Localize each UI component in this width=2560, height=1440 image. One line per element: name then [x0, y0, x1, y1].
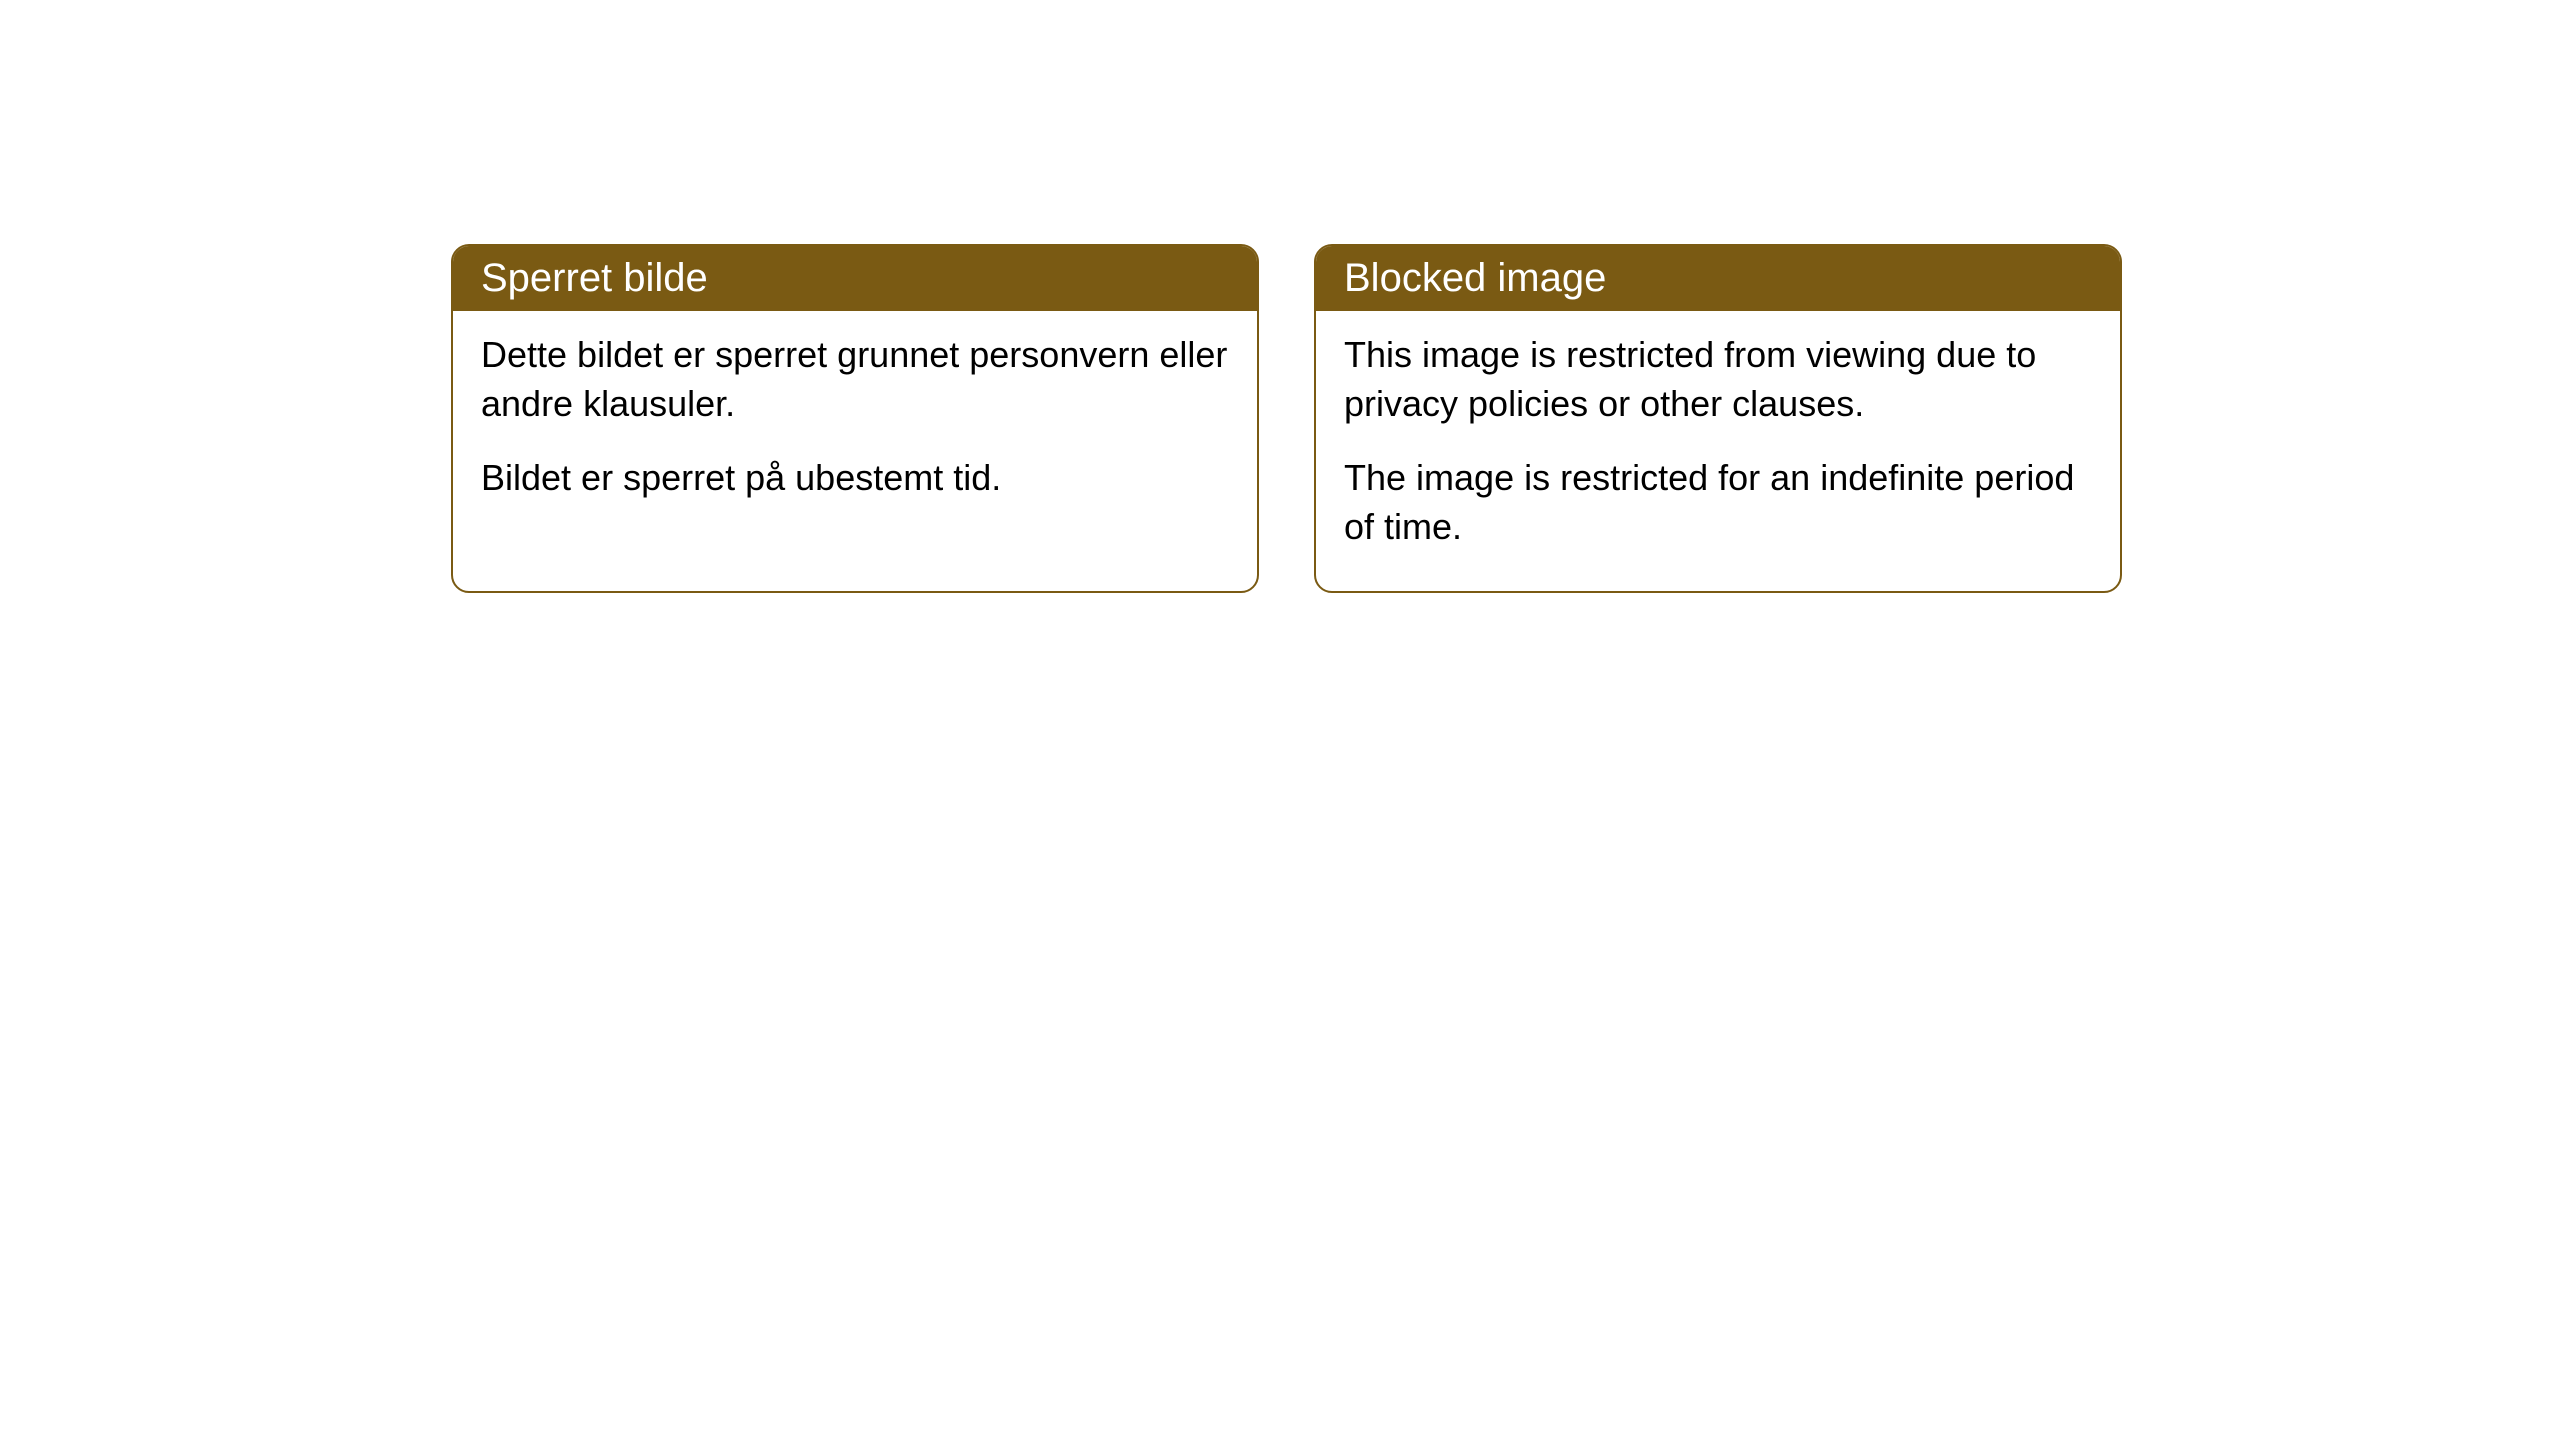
card-header: Sperret bilde	[453, 246, 1257, 311]
notice-cards-container: Sperret bilde Dette bildet er sperret gr…	[451, 244, 2122, 593]
notice-card-english: Blocked image This image is restricted f…	[1314, 244, 2122, 593]
card-body: Dette bildet er sperret grunnet personve…	[453, 311, 1257, 543]
card-title: Sperret bilde	[481, 256, 708, 300]
card-header: Blocked image	[1316, 246, 2120, 311]
card-paragraph: Bildet er sperret på ubestemt tid.	[481, 454, 1229, 503]
card-paragraph: This image is restricted from viewing du…	[1344, 331, 2092, 428]
card-paragraph: The image is restricted for an indefinit…	[1344, 454, 2092, 551]
notice-card-norwegian: Sperret bilde Dette bildet er sperret gr…	[451, 244, 1259, 593]
card-paragraph: Dette bildet er sperret grunnet personve…	[481, 331, 1229, 428]
card-title: Blocked image	[1344, 256, 1606, 300]
card-body: This image is restricted from viewing du…	[1316, 311, 2120, 591]
